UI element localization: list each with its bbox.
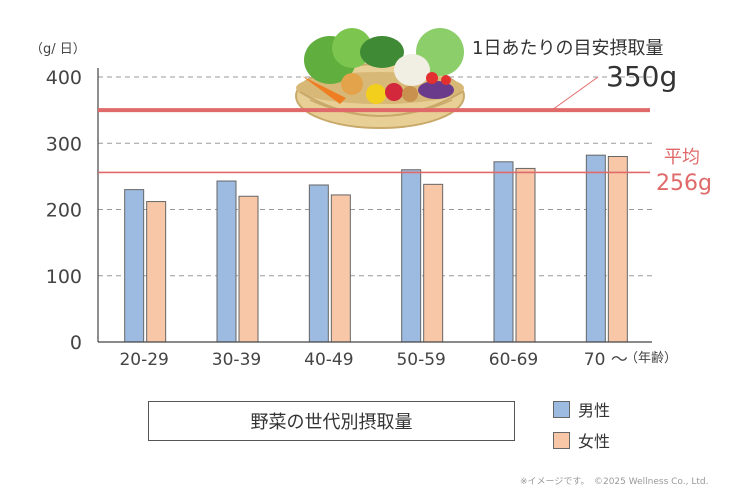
y-tick-label: 400 [46, 67, 82, 89]
vegetable-basket-illustration [295, 28, 465, 129]
legend-item-female: 女性 [553, 428, 610, 452]
bar-male [401, 169, 422, 343]
x-tick-label: 30-39 [212, 350, 261, 370]
bar-male [216, 180, 237, 343]
legend-item-male: 男性 [553, 397, 610, 421]
bar-female [515, 167, 536, 343]
legend-label-female: 女性 [578, 432, 611, 451]
grid-lines [98, 76, 652, 277]
y-tick-label: 100 [46, 266, 82, 288]
x-axis-unit: （年齢） [625, 351, 677, 366]
target-intake-value: 350g [606, 60, 677, 93]
bar-male [124, 189, 145, 343]
x-axis-ticks: 20-29 30-39 40-49 50-59 60-69 70 ～ [119, 350, 627, 370]
footer-note: ※イメージです。 ©2025 Wellness Co., Ltd. [520, 477, 709, 487]
legend-swatch-male [553, 400, 570, 418]
legend-swatch-female [553, 431, 570, 449]
x-tick-label: 20-29 [119, 350, 168, 370]
average-label: 平均 [664, 147, 700, 168]
average-value: 256g [656, 171, 712, 196]
target-intake-label: 1日あたりの目安摂取量 [472, 38, 663, 59]
bar-female [607, 156, 628, 343]
x-tick-label: 40-49 [304, 350, 353, 370]
bar-female [330, 194, 351, 343]
bar-male [308, 184, 329, 343]
y-tick-label: 0 [70, 332, 82, 354]
bars [124, 154, 628, 343]
y-tick-label: 200 [46, 200, 82, 222]
y-tick-label: 300 [46, 133, 82, 155]
bar-male [585, 154, 606, 343]
x-tick-label: 70 ～ [584, 350, 628, 370]
bar-female [146, 201, 167, 343]
x-tick-label: 60-69 [489, 350, 538, 370]
chart-title: 野菜の世代別摂取量 [148, 401, 515, 441]
target-callout-line [551, 76, 599, 111]
y-axis-ticks: 0 100 200 300 400 [46, 67, 82, 354]
bar-female [423, 183, 444, 343]
legend-label-male: 男性 [578, 401, 611, 420]
bar-male [493, 161, 514, 343]
y-axis-unit: （g/ 日） [30, 42, 86, 57]
x-tick-label: 50-59 [396, 350, 445, 370]
bar-female [238, 195, 259, 343]
